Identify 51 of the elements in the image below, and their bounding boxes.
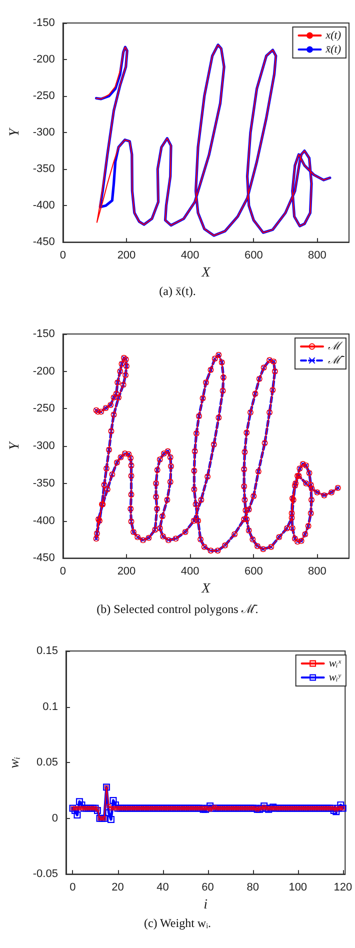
- x-tick-label: 0: [60, 566, 66, 578]
- x-tick-label: 20: [112, 882, 124, 894]
- y-tick-label: -0.05: [32, 868, 58, 880]
- x-tick-label: 0: [70, 882, 76, 894]
- x-tick-label: 200: [117, 566, 136, 578]
- x-tick-label: 60: [202, 882, 214, 894]
- y-tick-label: 0.1: [42, 700, 58, 713]
- legend-label: ℳ: [328, 340, 343, 352]
- x-tick-label: 400: [180, 250, 200, 262]
- y-axis-title: wᵢ: [8, 756, 22, 768]
- legend-label: wᵢˣ: [328, 658, 342, 670]
- y-tick-label: -200: [32, 54, 55, 66]
- legend-label: wᵢʸ: [328, 672, 342, 684]
- x-tick-label: 40: [156, 882, 169, 894]
- y-tick-label: -150: [32, 17, 55, 29]
- y-tick-label: -200: [32, 365, 55, 378]
- y-tick-label: -450: [32, 236, 55, 248]
- x-tick-label: 100: [288, 882, 308, 894]
- y-tick-label: -350: [32, 477, 55, 490]
- y-tick-label: 0.05: [36, 756, 58, 769]
- y-tick-label: -400: [32, 200, 55, 212]
- y-tick-label: -300: [32, 440, 55, 452]
- x-tick-label: 120: [334, 882, 352, 894]
- legend-label: x̄(t): [324, 44, 342, 56]
- y-axis-title: Y: [8, 440, 22, 450]
- y-tick-label: -300: [32, 126, 55, 139]
- y-tick-label: -150: [32, 328, 55, 340]
- text: (c) Weight wᵢ.: [142, 916, 212, 931]
- x-tick-label: 200: [117, 250, 136, 262]
- legend-label: ℳ̄: [328, 354, 345, 366]
- y-tick-label: 0.15: [36, 645, 58, 657]
- y-tick-label: 0: [52, 812, 58, 824]
- x-axis-title: X: [200, 582, 211, 596]
- y-tick-label: -400: [32, 514, 55, 527]
- text: (a) x̄(t).: [158, 284, 197, 299]
- x-tick-label: 400: [180, 566, 200, 578]
- x-tick-label: 600: [244, 566, 263, 578]
- legend-label: x(t): [324, 30, 342, 42]
- y-tick-label: -250: [32, 90, 55, 102]
- text: (b) Selected control polygons ℳ̄.: [96, 601, 260, 617]
- y-tick-label: -250: [32, 402, 55, 415]
- y-tick-label: -350: [32, 163, 55, 176]
- x-tick-label: 800: [308, 566, 326, 578]
- y-tick-label: -450: [32, 552, 55, 564]
- x-axis-title: i: [204, 898, 208, 912]
- y-axis-title: Y: [8, 126, 22, 136]
- x-tick-label: 600: [244, 250, 263, 262]
- x-tick-label: 0: [60, 250, 66, 262]
- x-axis-title: X: [200, 266, 211, 280]
- x-tick-label: 800: [308, 250, 326, 262]
- x-tick-label: 80: [246, 882, 259, 894]
